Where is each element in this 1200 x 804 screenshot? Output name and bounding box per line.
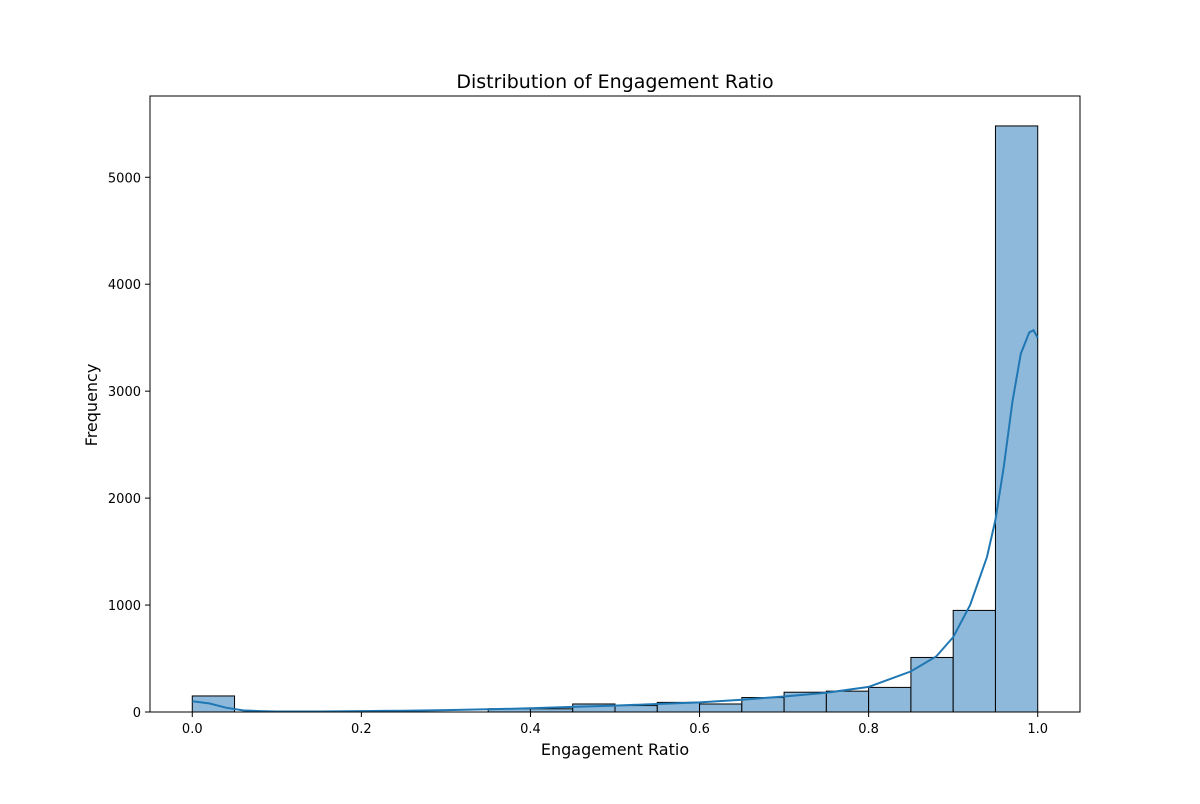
- histogram-bar: [699, 703, 743, 713]
- y-axis-label: Frequency: [82, 364, 101, 447]
- histogram-bar: [825, 690, 870, 713]
- chart-title: Distribution of Engagement Ratio: [456, 71, 773, 93]
- x-tick-label: 0.8: [858, 722, 879, 737]
- x-tick-label: 0.0: [182, 722, 203, 737]
- x-axis-ticks: 0.0 0.2 0.4 0.6 0.8 1.0: [182, 712, 1048, 737]
- y-tick-label: 2000: [108, 492, 141, 507]
- histogram-bar: [868, 686, 912, 713]
- histogram-bar: [994, 125, 1039, 713]
- y-axis-ticks: 0 1000 2000 3000 4000 5000: [108, 171, 150, 721]
- y-tick-label: 4000: [108, 278, 141, 293]
- y-tick-label: 1000: [108, 599, 141, 614]
- y-tick-label: 5000: [108, 171, 141, 186]
- x-tick-label: 0.4: [520, 722, 541, 737]
- x-tick-label: 0.6: [689, 722, 710, 737]
- bars-layer: [191, 125, 1039, 713]
- x-tick-label: 0.2: [351, 722, 372, 737]
- histogram-bar: [910, 656, 954, 713]
- kde-curve: [192, 328, 1039, 713]
- x-tick-label: 1.0: [1027, 722, 1048, 737]
- y-tick-label: 3000: [108, 385, 141, 400]
- histogram-bar: [614, 705, 658, 713]
- x-axis-label: Engagement Ratio: [541, 740, 689, 759]
- y-tick-label: 0: [133, 706, 141, 721]
- plot-area-frame: [149, 95, 1081, 713]
- histogram-bar: [952, 609, 996, 713]
